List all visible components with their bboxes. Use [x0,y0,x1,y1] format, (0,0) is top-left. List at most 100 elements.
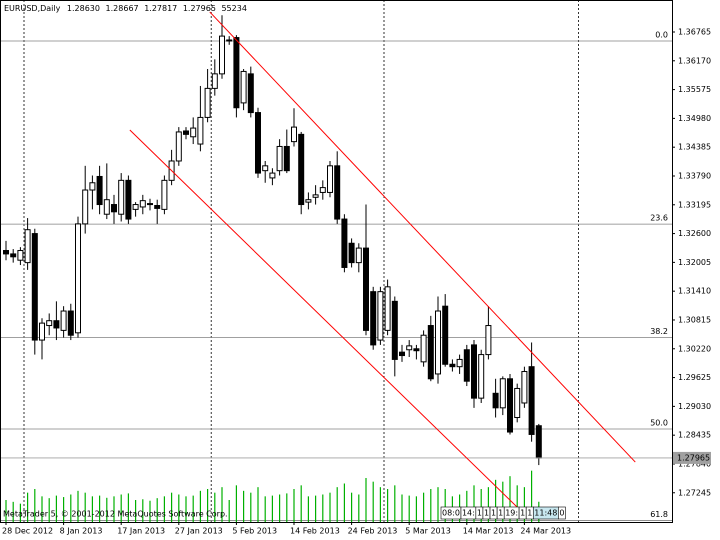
fib-label: 23.6 [650,214,668,223]
copyright: MetaTrader 5, © 2001-2012 MetaQuotes Sof… [3,510,228,519]
candle-body [46,320,53,327]
time-box-label: 1 [491,509,496,518]
time-box-label: 1 [520,509,525,518]
time-box-label: 1 [477,509,482,518]
candle-body [89,182,96,191]
y-tick-label: 1.35575 [678,85,711,94]
candle-body [406,345,413,351]
candle-body [363,247,369,331]
time-box: 1 [482,506,491,520]
candle-body [471,344,477,399]
time-box-label: 1 [484,509,489,518]
candle-body [204,87,211,118]
x-tick-label: 27 Jan 2013 [175,527,223,536]
candle-body [75,223,81,334]
x-tick-label: 14 Mar 2013 [463,527,514,536]
candle-body [348,242,355,264]
time-box: 1 [489,506,498,520]
fib-label: 61.8 [650,510,668,519]
candle-body [377,291,384,341]
y-tick-label: 1.34385 [678,143,711,152]
candle-body [312,194,319,198]
y-tick-label: 1.33790 [678,171,711,180]
plot-frame [0,0,673,523]
time-box-label: 1 [498,509,503,518]
header-open: 1.28630 [67,4,100,13]
candle-body [384,286,391,331]
header: EURUSD,Daily 1.28630 1.28667 1.27817 1.2… [4,4,247,13]
candle-body [283,145,290,172]
candle-body [298,133,305,206]
candle-body [492,392,499,409]
header-high: 1.28667 [106,4,139,13]
plot-area [0,0,672,522]
candle-body [427,325,434,380]
candle-body [197,116,204,145]
candle-body [391,300,398,360]
candle-body [226,39,233,42]
price-label: 1.27965 [677,453,710,462]
y-tick-label: 1.36765 [678,27,711,36]
x-tick-label: 5 Mar 2013 [405,527,451,536]
candle-body [233,37,240,109]
candle-body [175,131,182,162]
x-tick-label: 14 Feb 2013 [290,527,340,536]
candle-body [413,348,420,352]
candle-body [478,354,485,399]
time-box-label: 08:0 [442,509,460,518]
candle-body [435,310,441,375]
candle-body [327,165,333,193]
candle-body [118,179,125,215]
candle-body [521,371,528,404]
candle-body [125,179,132,220]
y-tick-label: 1.29625 [678,373,711,382]
time-box: 1 [475,506,484,520]
candle-body [355,247,362,264]
candle-body [514,387,521,419]
y-tick-label: 1.32600 [678,229,711,238]
candle-body [154,205,161,209]
time-box: 08:0 [440,506,462,520]
y-tick-label: 1.29030 [678,402,711,411]
candle-body [82,189,89,225]
candle-body [485,325,492,356]
time-box: 14: [460,506,477,520]
candle-body [111,204,117,213]
candle-body [132,204,139,210]
candle-body [262,165,269,172]
candle-body [276,145,283,172]
header-volume: 55234 [221,4,246,13]
candle-body [24,229,31,264]
x-tick-label: 24 Mar 2013 [520,527,571,536]
candle-body [240,70,247,104]
time-box-label: 19: [505,509,518,518]
candle-body [247,73,254,114]
candle-body [96,175,103,206]
candle-body [399,351,405,357]
time-box: 1 [496,506,505,520]
time-box-frame [558,506,566,520]
time-box: 1 [518,506,527,520]
candle-body [291,126,297,143]
candle-body [528,366,535,435]
candle-body [103,199,110,215]
candle-body [507,378,513,433]
y-tick-label: 1.27840 [678,459,711,468]
candle-body [420,334,427,363]
header-low: 1.27817 [144,4,177,13]
candle-body [319,187,326,193]
fib-label: 0.0 [655,30,668,39]
y-tick-label: 1.28435 [678,431,711,440]
candle-body [17,250,24,261]
y-tick-label: 1.33195 [678,200,711,209]
time-box-label: 1 [527,509,532,518]
candle-body [456,358,463,368]
candle-body [3,250,9,255]
candle-body [53,320,60,329]
candle-body [190,127,197,138]
y-tick-label: 1.27245 [678,488,711,497]
fib-label: 50.0 [650,418,668,427]
time-box: 0 [558,506,566,520]
time-box: 19: [503,506,520,520]
